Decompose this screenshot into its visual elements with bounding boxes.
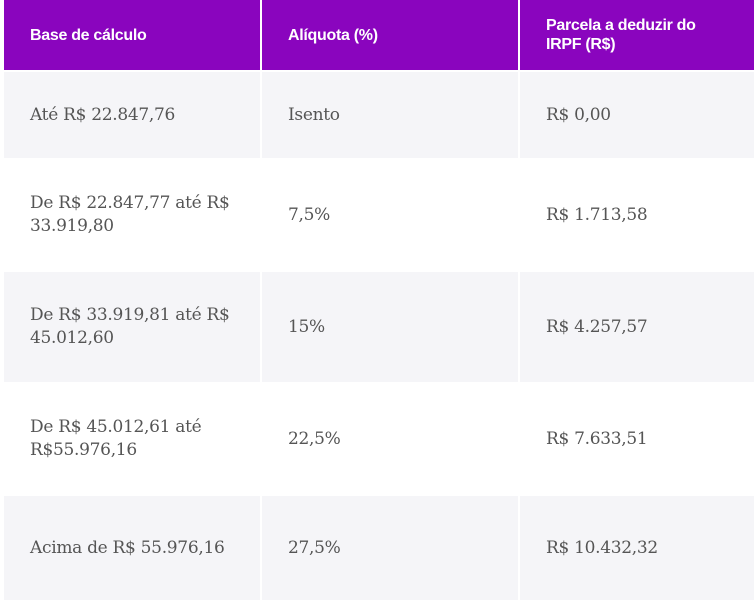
cell-base: Até R$ 22.847,76 xyxy=(2,70,262,160)
cell-aliquota: 15% xyxy=(260,270,520,384)
cell-parcela: R$ 10.432,32 xyxy=(518,494,756,602)
cell-parcela: R$ 4.257,57 xyxy=(518,270,756,384)
cell-base: Acima de R$ 55.976,16 xyxy=(2,494,262,602)
cell-parcela: R$ 1.713,58 xyxy=(518,158,756,272)
cell-aliquota: Isento xyxy=(260,70,520,160)
table-row: De R$ 45.012,61 até R$55.976,16 22,5% R$… xyxy=(2,382,756,496)
cell-base: De R$ 33.919,81 até R$ 45.012,60 xyxy=(2,270,262,384)
header-parcela: Parcela a deduzir do IRPF (R$) xyxy=(518,0,756,72)
cell-aliquota: 7,5% xyxy=(260,158,520,272)
cell-parcela: R$ 7.633,51 xyxy=(518,382,756,496)
cell-base: De R$ 45.012,61 até R$55.976,16 xyxy=(2,382,262,496)
cell-parcela: R$ 0,00 xyxy=(518,70,756,160)
header-base: Base de cálculo xyxy=(2,0,262,72)
table-row: De R$ 22.847,77 até R$ 33.919,80 7,5% R$… xyxy=(2,158,756,272)
table-row: Até R$ 22.847,76 Isento R$ 0,00 xyxy=(2,70,756,160)
table-row: De R$ 33.919,81 até R$ 45.012,60 15% R$ … xyxy=(2,270,756,384)
table-row: Acima de R$ 55.976,16 27,5% R$ 10.432,32 xyxy=(2,494,756,602)
cell-base: De R$ 22.847,77 até R$ 33.919,80 xyxy=(2,158,262,272)
cell-aliquota: 27,5% xyxy=(260,494,520,602)
header-aliquota: Alíquota (%) xyxy=(260,0,520,72)
cell-aliquota: 22,5% xyxy=(260,382,520,496)
table-header-row: Base de cálculo Alíquota (%) Parcela a d… xyxy=(2,0,756,72)
